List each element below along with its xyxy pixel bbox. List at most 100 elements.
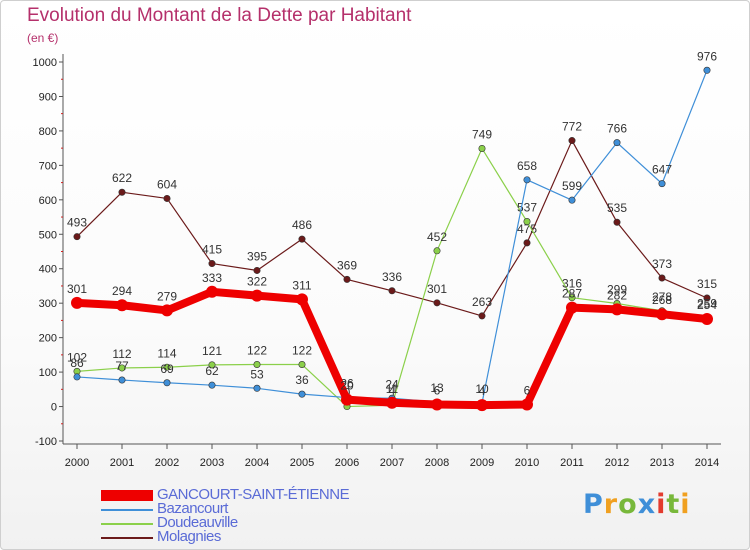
y-tick-label: 600 xyxy=(39,195,57,207)
data-label: 263 xyxy=(472,295,492,309)
data-point xyxy=(523,239,531,247)
logo-letter: i xyxy=(680,489,691,520)
x-tick-label: 2006 xyxy=(335,457,359,469)
x-tick-label: 2003 xyxy=(200,457,224,469)
data-label: 4 xyxy=(389,384,396,398)
legend-item: GANCOURT-SAINT-ÉTIENNE xyxy=(101,486,401,503)
data-point xyxy=(476,399,488,412)
legend-item: Doudeauville xyxy=(101,514,401,531)
data-label: 369 xyxy=(337,258,357,272)
y-tick-label: 1000 xyxy=(33,57,57,69)
data-label: 10 xyxy=(475,382,489,396)
data-label: 749 xyxy=(472,127,492,141)
y-tick-label: 300 xyxy=(39,298,57,310)
data-point xyxy=(568,196,576,204)
data-point xyxy=(703,66,711,74)
data-label: 333 xyxy=(202,271,222,285)
data-label: 268 xyxy=(652,293,672,307)
x-tick-label: 2002 xyxy=(155,457,179,469)
data-label: 112 xyxy=(112,347,131,361)
data-label: 114 xyxy=(157,346,176,360)
data-label: 622 xyxy=(112,171,132,185)
x-tick-label: 2010 xyxy=(515,457,539,469)
y-tick-label: 900 xyxy=(39,91,57,103)
data-point xyxy=(118,376,126,384)
data-label: 77 xyxy=(115,359,129,373)
data-point xyxy=(386,396,398,409)
data-point xyxy=(73,233,81,241)
data-label: 86 xyxy=(70,356,84,370)
data-label: 254 xyxy=(697,298,717,312)
data-label: 322 xyxy=(247,275,267,289)
data-label: 6 xyxy=(434,383,441,397)
legend-label: Bazancourt xyxy=(157,500,228,517)
legend-item: Molagnies xyxy=(101,528,401,545)
data-point xyxy=(208,361,216,369)
data-point xyxy=(298,361,306,369)
data-label: 301 xyxy=(67,282,87,296)
data-label: 62 xyxy=(205,364,219,378)
legend-swatch xyxy=(101,523,153,525)
legend-label: GANCOURT-SAINT-ÉTIENNE xyxy=(157,486,350,503)
data-point xyxy=(253,384,261,392)
legend-swatch xyxy=(101,509,153,511)
data-label: 299 xyxy=(607,283,627,297)
data-label: 282 xyxy=(607,288,627,302)
data-label: 13 xyxy=(430,381,444,395)
data-label: 287 xyxy=(562,287,582,301)
data-label: 475 xyxy=(517,222,537,236)
data-label: 535 xyxy=(607,201,627,215)
x-tick-label: 2009 xyxy=(470,457,494,469)
data-label: 647 xyxy=(652,163,672,177)
x-tick-label: 2014 xyxy=(695,457,719,469)
data-point xyxy=(703,294,711,302)
data-label: 452 xyxy=(427,230,447,244)
logo-letter: P xyxy=(583,489,604,520)
x-tick-label: 2001 xyxy=(110,457,134,469)
data-point xyxy=(568,294,576,302)
data-label: 121 xyxy=(202,344,222,358)
data-label: 69 xyxy=(160,362,174,376)
data-point xyxy=(656,308,668,321)
data-label: 373 xyxy=(652,257,672,271)
legend-item: Bazancourt xyxy=(101,500,401,517)
data-label: 604 xyxy=(157,177,177,191)
data-point xyxy=(613,218,621,226)
data-point xyxy=(431,398,443,411)
data-point xyxy=(298,235,306,243)
proxiti-logo: Proxiti xyxy=(583,489,691,520)
data-label: 20 xyxy=(340,379,354,393)
x-tick-label: 2007 xyxy=(380,457,404,469)
logo-letter: o xyxy=(618,489,638,520)
y-tick-label: 800 xyxy=(39,126,57,138)
legend-label: Doudeauville xyxy=(157,514,238,531)
data-point xyxy=(71,296,83,309)
data-point xyxy=(523,218,531,226)
y-tick-label: -100 xyxy=(35,436,57,448)
data-label: 486 xyxy=(292,218,312,232)
data-point xyxy=(206,285,218,298)
data-label: 122 xyxy=(247,344,267,358)
logo-letter: t xyxy=(666,489,681,520)
data-point xyxy=(523,176,531,184)
data-label: 6 xyxy=(524,383,531,397)
logo-letter: x xyxy=(637,489,657,520)
data-point xyxy=(343,275,351,283)
x-tick-label: 2008 xyxy=(425,457,449,469)
data-label: 259 xyxy=(697,296,717,310)
y-tick-label: 200 xyxy=(39,333,57,345)
legend-swatch xyxy=(101,490,153,501)
data-point xyxy=(478,144,486,152)
data-label: 315 xyxy=(697,277,717,291)
data-point xyxy=(658,274,666,282)
data-point xyxy=(433,299,441,307)
data-point xyxy=(701,313,713,326)
data-label: 301 xyxy=(427,282,447,296)
x-tick-label: 2000 xyxy=(65,457,89,469)
data-label: 336 xyxy=(382,270,402,284)
x-tick-label: 2011 xyxy=(560,457,584,469)
logo-letter: r xyxy=(603,489,619,520)
data-label: 278 xyxy=(652,290,672,304)
series-gancourt-saint-tienne: 301 294 279 333 322 311 20 11 6 4 6 287 282 268 254 xyxy=(67,271,717,412)
